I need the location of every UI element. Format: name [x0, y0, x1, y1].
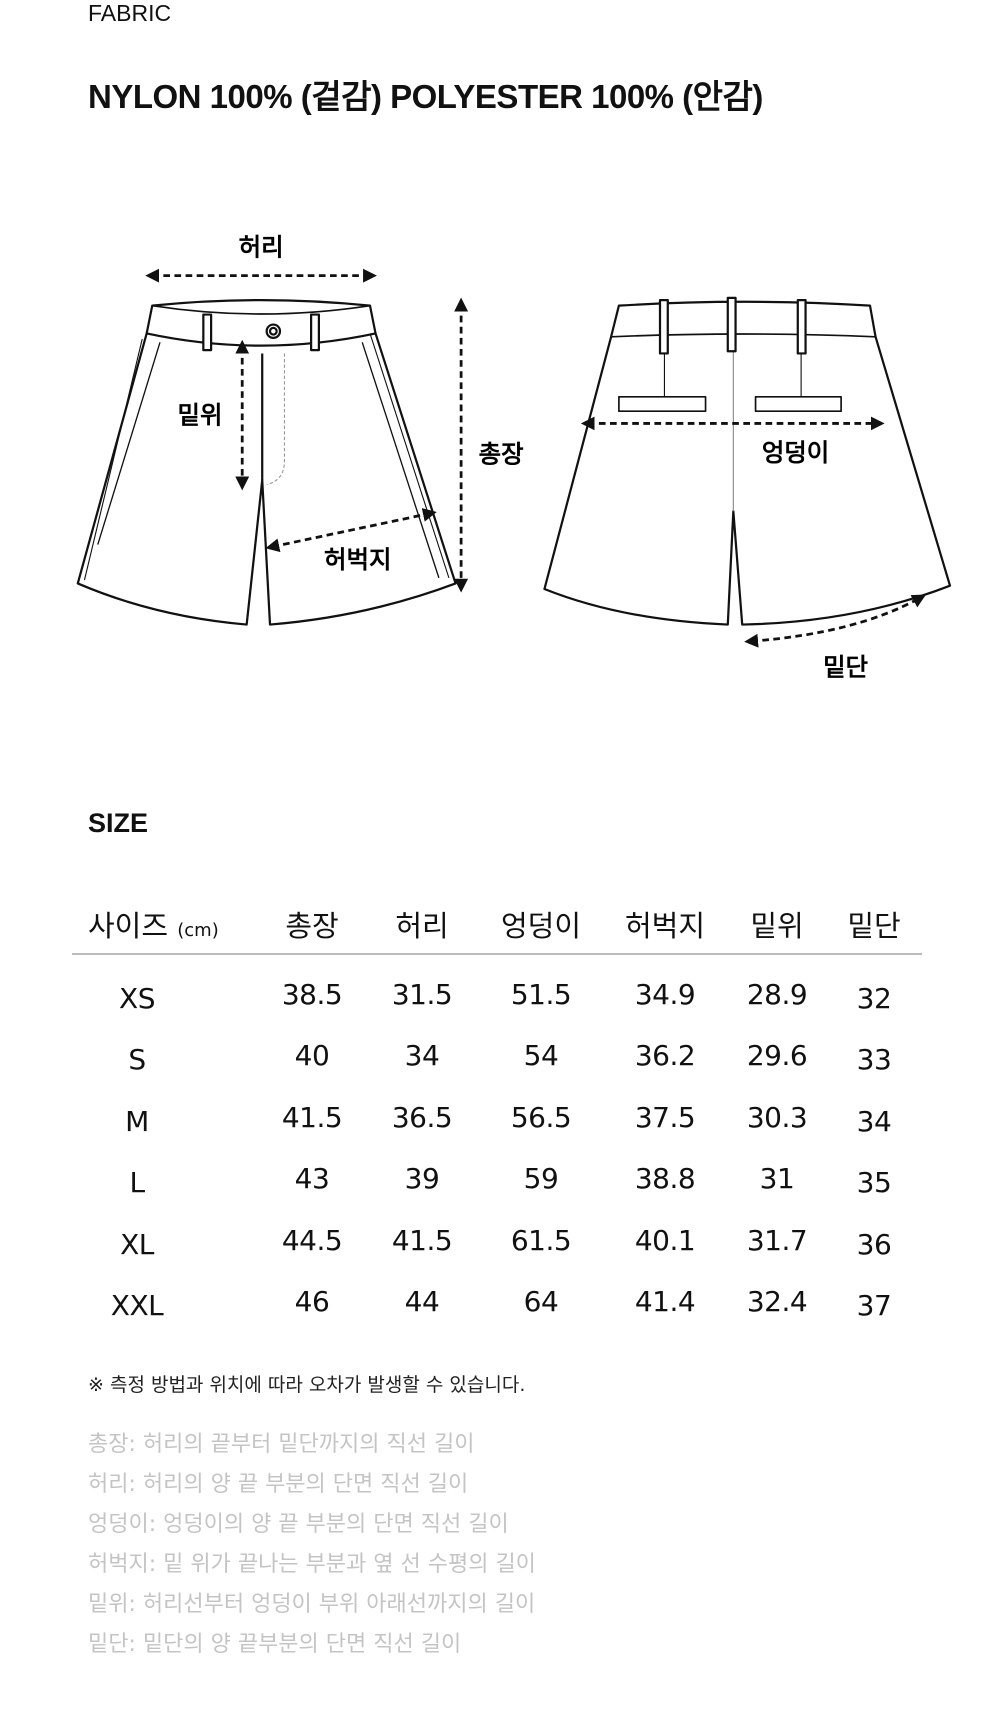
- measurement-cell: 44.5: [281, 1223, 343, 1257]
- waist-label: 허리: [239, 233, 284, 262]
- front-shorts: [76, 299, 457, 626]
- measurement-cell: 59: [523, 1162, 559, 1196]
- hip-label: 엉덩이: [762, 438, 829, 467]
- measurement-cell: 54: [523, 1039, 559, 1073]
- measurement-cell: 36: [856, 1227, 892, 1261]
- header-divider: [72, 953, 922, 955]
- measurement-cell: 43: [294, 1162, 330, 1196]
- size-name-cell: M: [125, 1104, 149, 1138]
- thigh-arrow: [265, 508, 437, 553]
- size-name-cell: XL: [120, 1227, 154, 1261]
- measurement-note: ※ 측정 방법과 위치에 따라 오차가 발생할 수 있습니다.: [88, 1374, 526, 1396]
- fabric-label: FABRIC: [88, 0, 172, 26]
- measurement-cell: 33: [856, 1043, 892, 1077]
- size-name-cell: S: [128, 1043, 146, 1077]
- measurement-cell: 41.5: [281, 1100, 343, 1134]
- measurement-cell: 56.5: [510, 1100, 572, 1134]
- size-name-cell: XS: [119, 982, 155, 1015]
- measurement-cell: 30.3: [746, 1100, 808, 1134]
- column-header: 밑위: [750, 909, 804, 943]
- definition-item: 총장: 허리의 끝부터 밑단까지의 직선 길이: [88, 1432, 475, 1457]
- belt-loop: [796, 299, 807, 355]
- column-header: 밑단: [847, 909, 901, 943]
- measurement-cell: 61.5: [510, 1223, 572, 1257]
- measurement-cell: 38.5: [281, 978, 343, 1011]
- size-header-text: 사이즈: [88, 909, 169, 943]
- belt-loop: [658, 299, 669, 355]
- size-name-cell: XXL: [110, 1289, 164, 1322]
- definition-item: 밑단: 밑단의 양 끝부분의 단면 직선 길이: [88, 1632, 462, 1657]
- rise-label: 밑위: [178, 400, 223, 429]
- definition-item: 허리: 허리의 양 끝 부분의 단면 직선 길이: [88, 1472, 469, 1497]
- size-section-title: SIZE: [88, 808, 149, 838]
- size-name-cell: L: [129, 1166, 145, 1200]
- back-pocket: [754, 395, 842, 413]
- measurement-cell: 36.5: [391, 1100, 453, 1134]
- column-header: 총장: [285, 909, 339, 943]
- hem-label: 밑단: [823, 653, 868, 682]
- column-header: 허리: [395, 909, 449, 943]
- measurement-cell: 31: [759, 1162, 795, 1196]
- belt-loop: [310, 313, 320, 352]
- thigh-label: 허벅지: [324, 545, 391, 574]
- measurement-cell: 34: [856, 1104, 892, 1138]
- definition-item: 밑위: 허리선부터 엉덩이 부위 아래선까지의 길이: [88, 1592, 536, 1617]
- measurement-cell: 51.5: [510, 978, 572, 1011]
- measurement-cell: 36.2: [634, 1039, 696, 1073]
- measurement-cell: 35: [856, 1166, 892, 1200]
- measurement-cell: 64: [523, 1285, 559, 1318]
- definition-item: 허벅지: 밑 위가 끝나는 부분과 옆 선 수평의 길이: [88, 1552, 536, 1577]
- measurement-arrows: [145, 268, 927, 648]
- measurement-cell: 34: [404, 1039, 440, 1073]
- measurement-cell: 40.1: [634, 1223, 696, 1257]
- unit-label: (cm): [177, 920, 219, 941]
- belt-loop: [726, 296, 737, 353]
- column-header: 엉덩이: [500, 909, 582, 943]
- measurement-cell: 29.6: [746, 1039, 808, 1073]
- measurement-cell: 34.9: [634, 978, 696, 1011]
- size-column-header: 사이즈 (cm): [88, 903, 219, 945]
- definition-item: 엉덩이: 엉덩이의 양 끝 부분의 단면 직선 길이: [88, 1512, 509, 1537]
- measurement-cell: 44: [404, 1285, 440, 1318]
- measurement-cell: 37: [856, 1289, 892, 1322]
- measurement-cell: 39: [404, 1162, 440, 1196]
- measurement-cell: 38.8: [634, 1162, 696, 1196]
- measurement-cell: 41.5: [391, 1223, 453, 1257]
- measurement-cell: 46: [294, 1285, 330, 1318]
- measurement-cell: 31.7: [746, 1223, 808, 1257]
- shorts-measurement-diagram: 허리 밑위 총장 허벅지 엉덩이 밑단: [76, 233, 952, 682]
- column-header: 허벅지: [624, 909, 706, 943]
- measurement-cell: 28.9: [746, 978, 808, 1011]
- belt-loop: [202, 313, 213, 352]
- measurement-cell: 31.5: [391, 978, 453, 1011]
- measurement-cell: 40: [294, 1039, 330, 1073]
- length-label: 총장: [479, 439, 524, 468]
- measurement-cell: 32.4: [746, 1285, 808, 1318]
- back-pocket: [618, 395, 707, 413]
- hem-arrow: [744, 594, 927, 648]
- measurement-cell: 37.5: [634, 1100, 696, 1134]
- measurement-cell: 32: [856, 982, 892, 1015]
- measurement-cell: 41.4: [634, 1285, 696, 1318]
- back-shorts: [543, 296, 952, 626]
- fabric-composition: NYLON 100% (겉감) POLYESTER 100% (안감): [88, 78, 763, 115]
